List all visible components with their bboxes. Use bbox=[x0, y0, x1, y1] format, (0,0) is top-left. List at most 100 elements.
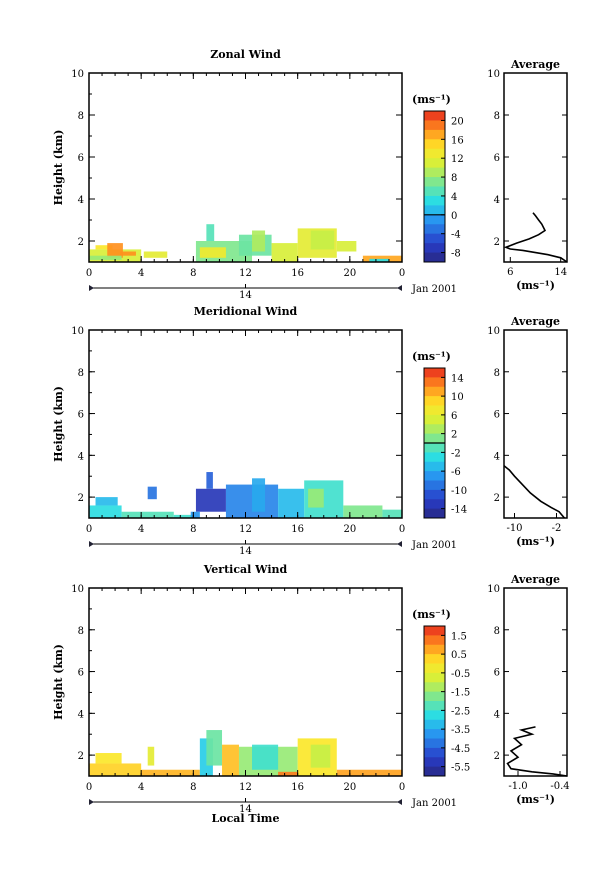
average-profile-line bbox=[503, 212, 568, 263]
y-axis-label: Height (km) bbox=[52, 130, 65, 206]
average-x-tick-label: -10 bbox=[506, 523, 522, 534]
date-note: Jan 2001 bbox=[411, 284, 457, 295]
data-cell bbox=[173, 514, 194, 518]
x-tick-label: 8 bbox=[190, 524, 196, 535]
panel-title: Vertical Wind bbox=[203, 563, 288, 576]
colorbar-band bbox=[424, 480, 445, 491]
data-cell bbox=[195, 488, 226, 512]
x-tick-label: 8 bbox=[190, 268, 196, 279]
colorbar-band bbox=[424, 224, 445, 235]
data-cell bbox=[310, 230, 335, 250]
x-tick-label: 20 bbox=[343, 268, 356, 279]
colorbar-band bbox=[424, 195, 445, 206]
data-cell bbox=[206, 472, 213, 489]
colorbar-tick-label: -6 bbox=[451, 467, 461, 478]
date-tick-label: 14 bbox=[239, 546, 252, 557]
average-x-label: (ms⁻¹) bbox=[516, 535, 555, 548]
colorbar-band bbox=[424, 701, 445, 711]
y-tick-label: 2 bbox=[78, 751, 84, 762]
x-tick-label: 16 bbox=[291, 268, 304, 279]
data-cell bbox=[107, 243, 123, 258]
panel-title: Zonal Wind bbox=[210, 48, 281, 61]
date-tick-label: 14 bbox=[239, 804, 252, 815]
colorbar-band bbox=[424, 719, 445, 730]
colorbar-band bbox=[424, 663, 445, 674]
date-axis-arrow bbox=[397, 799, 402, 805]
x-tick-label: 0 bbox=[86, 268, 92, 279]
y-tick-label: 4 bbox=[78, 709, 84, 720]
average-profile-line bbox=[503, 465, 566, 519]
data-cell bbox=[310, 744, 331, 768]
plot-frame bbox=[88, 72, 403, 263]
colorbar-band bbox=[424, 243, 445, 254]
data-cell bbox=[190, 511, 200, 518]
average-y-tick-label: 10 bbox=[487, 69, 500, 80]
average-y-tick-label: 2 bbox=[494, 751, 500, 762]
colorbar-band bbox=[424, 205, 445, 216]
data-cell bbox=[95, 497, 118, 506]
data-cell bbox=[89, 763, 142, 776]
colorbar-band bbox=[424, 386, 445, 397]
x-tick-label: 16 bbox=[291, 524, 304, 535]
average-y-tick-label: 6 bbox=[494, 410, 500, 421]
date-axis-arrow bbox=[397, 285, 402, 291]
colorbar-tick-label: 4 bbox=[451, 192, 457, 203]
date-axis-arrow bbox=[89, 285, 94, 291]
colorbar-band bbox=[424, 654, 445, 664]
colorbar-band bbox=[424, 167, 445, 178]
colorbar-band bbox=[424, 129, 445, 140]
colorbar-tick-label: 0 bbox=[451, 211, 457, 222]
colorbar-tick-label: -4.5 bbox=[451, 744, 470, 755]
colorbar-band bbox=[424, 644, 445, 655]
data-cell bbox=[147, 486, 157, 500]
colorbar-band bbox=[424, 396, 445, 406]
date-note: Jan 2001 bbox=[411, 540, 457, 551]
date-tick-label: 14 bbox=[239, 290, 252, 301]
average-y-tick-label: 8 bbox=[494, 111, 500, 122]
y-tick-label: 8 bbox=[78, 111, 84, 122]
data-cell bbox=[222, 744, 239, 776]
colorbar-tick-label: 10 bbox=[451, 392, 464, 403]
average-x-tick-label: -1.0 bbox=[508, 781, 527, 792]
data-cell bbox=[95, 245, 113, 250]
data-cell bbox=[199, 247, 226, 258]
data-cell bbox=[308, 488, 324, 508]
date-note: Jan 2001 bbox=[411, 798, 457, 809]
data-cell bbox=[89, 255, 122, 260]
colorbar-band bbox=[424, 214, 445, 225]
data-cell bbox=[143, 251, 168, 258]
data-cell bbox=[120, 251, 136, 256]
average-title: Average bbox=[510, 58, 560, 71]
x-tick-label: 4 bbox=[138, 782, 144, 793]
x-tick-label: 0 bbox=[86, 524, 92, 535]
colorbar-band bbox=[424, 424, 445, 435]
colorbar-tick-label: -0.5 bbox=[451, 669, 470, 680]
average-frame bbox=[503, 329, 568, 519]
x-tick-label: 0 bbox=[86, 782, 92, 793]
date-axis-arrow bbox=[89, 541, 94, 547]
data-cell bbox=[121, 511, 174, 518]
y-tick-label: 6 bbox=[78, 153, 84, 164]
panel-title: Meridional Wind bbox=[194, 305, 298, 318]
average-y-tick-label: 2 bbox=[494, 493, 500, 504]
colorbar-band bbox=[424, 499, 445, 510]
colorbar-band bbox=[424, 120, 445, 131]
colorbar-band bbox=[424, 471, 445, 481]
average-y-tick-label: 4 bbox=[494, 451, 500, 462]
average-y-tick-label: 8 bbox=[494, 368, 500, 379]
average-x-tick-label: 6 bbox=[507, 267, 513, 278]
x-tick-label: 8 bbox=[190, 782, 196, 793]
colorbar-band bbox=[424, 508, 445, 519]
data-cell bbox=[336, 769, 402, 776]
colorbar-tick-label: 6 bbox=[451, 411, 457, 422]
x-tick-label: 20 bbox=[343, 782, 356, 793]
colorbar-unit: (ms⁻¹) bbox=[412, 93, 451, 106]
x-tick-label: 12 bbox=[239, 524, 252, 535]
colorbar-band bbox=[424, 729, 445, 739]
colorbar-band bbox=[424, 766, 445, 777]
y-tick-label: 4 bbox=[78, 451, 84, 462]
data-cell bbox=[206, 730, 223, 766]
colorbar-band bbox=[424, 443, 445, 453]
colorbar-tick-label: 20 bbox=[451, 116, 464, 127]
x-tick-label: 0 bbox=[399, 782, 405, 793]
